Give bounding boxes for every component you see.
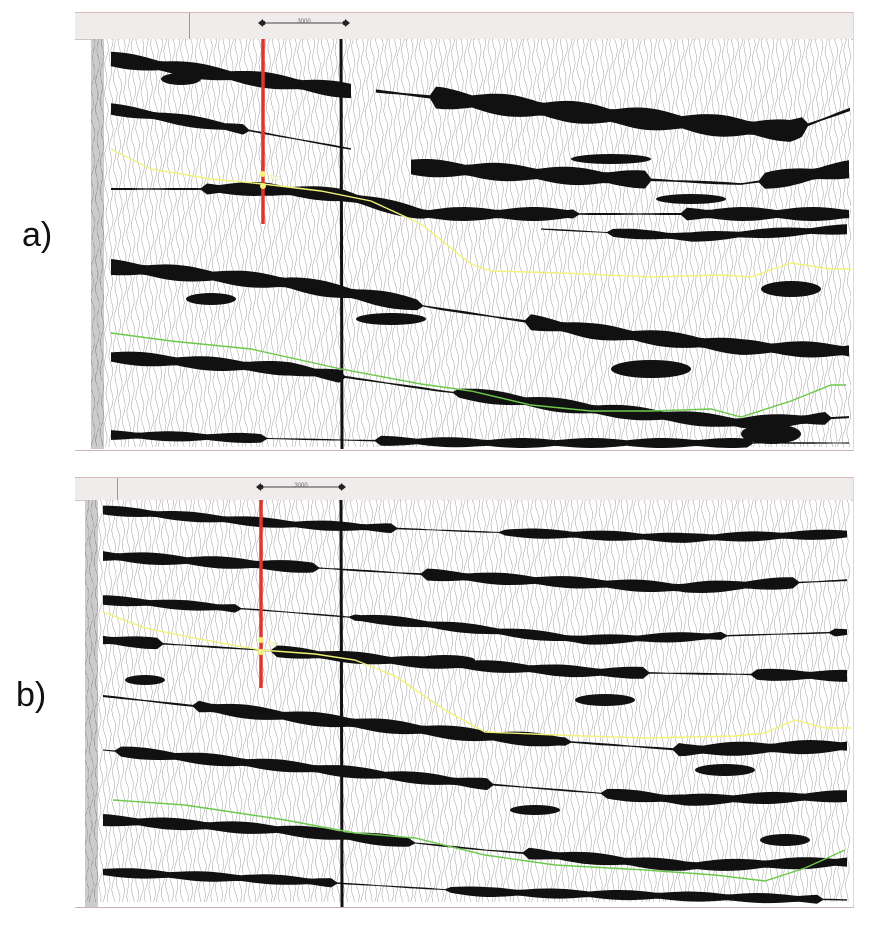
toolbar-divider bbox=[189, 13, 190, 39]
horizon-tag: Top bbox=[269, 175, 280, 182]
wiggle-traces bbox=[91, 39, 851, 448]
section-line bbox=[339, 500, 344, 907]
panel-b-label: b) bbox=[16, 676, 47, 714]
well-tie-icon bbox=[260, 183, 266, 189]
seismic-section-b: Top bbox=[85, 500, 851, 907]
toolbar-divider bbox=[117, 478, 118, 500]
seismic-panel-a[interactable]: 3000 Top bbox=[75, 12, 854, 451]
well-tie-icon bbox=[260, 171, 266, 177]
reflector-bands bbox=[111, 51, 850, 448]
reflector-fragments bbox=[125, 655, 810, 846]
scale-bar-end-icon bbox=[338, 484, 344, 490]
horizon-lower bbox=[112, 799, 846, 882]
seismic-panel-b[interactable]: 3000 Top bbox=[75, 477, 854, 908]
scale-bar-end-icon bbox=[342, 20, 348, 26]
reflector-fragments bbox=[161, 73, 821, 444]
panel-a-toolbar: 3000 bbox=[75, 12, 853, 40]
trace-edge bbox=[91, 39, 104, 449]
horizon-upper bbox=[102, 611, 851, 739]
well-tie-icon bbox=[258, 649, 264, 655]
scale-bar-end-icon bbox=[260, 20, 266, 26]
reflector-bands bbox=[103, 505, 847, 904]
section-line bbox=[339, 39, 344, 449]
trace-edge bbox=[85, 500, 98, 907]
well-tie-icon bbox=[258, 637, 264, 643]
horizon-lower bbox=[110, 332, 846, 418]
scale-bar-label: 3000 bbox=[297, 19, 311, 25]
horizon-tag: Top bbox=[267, 641, 278, 648]
scale-bar-end-icon bbox=[258, 484, 264, 490]
seismic-section-a: Top bbox=[91, 39, 851, 449]
horizon-upper bbox=[110, 148, 851, 278]
scale-bar bbox=[258, 19, 350, 27]
scale-bar bbox=[256, 483, 346, 491]
scale-bar-label: 3000 bbox=[294, 483, 308, 489]
panel-a-label: a) bbox=[22, 216, 53, 254]
panel-b-toolbar: 3000 bbox=[75, 477, 853, 501]
